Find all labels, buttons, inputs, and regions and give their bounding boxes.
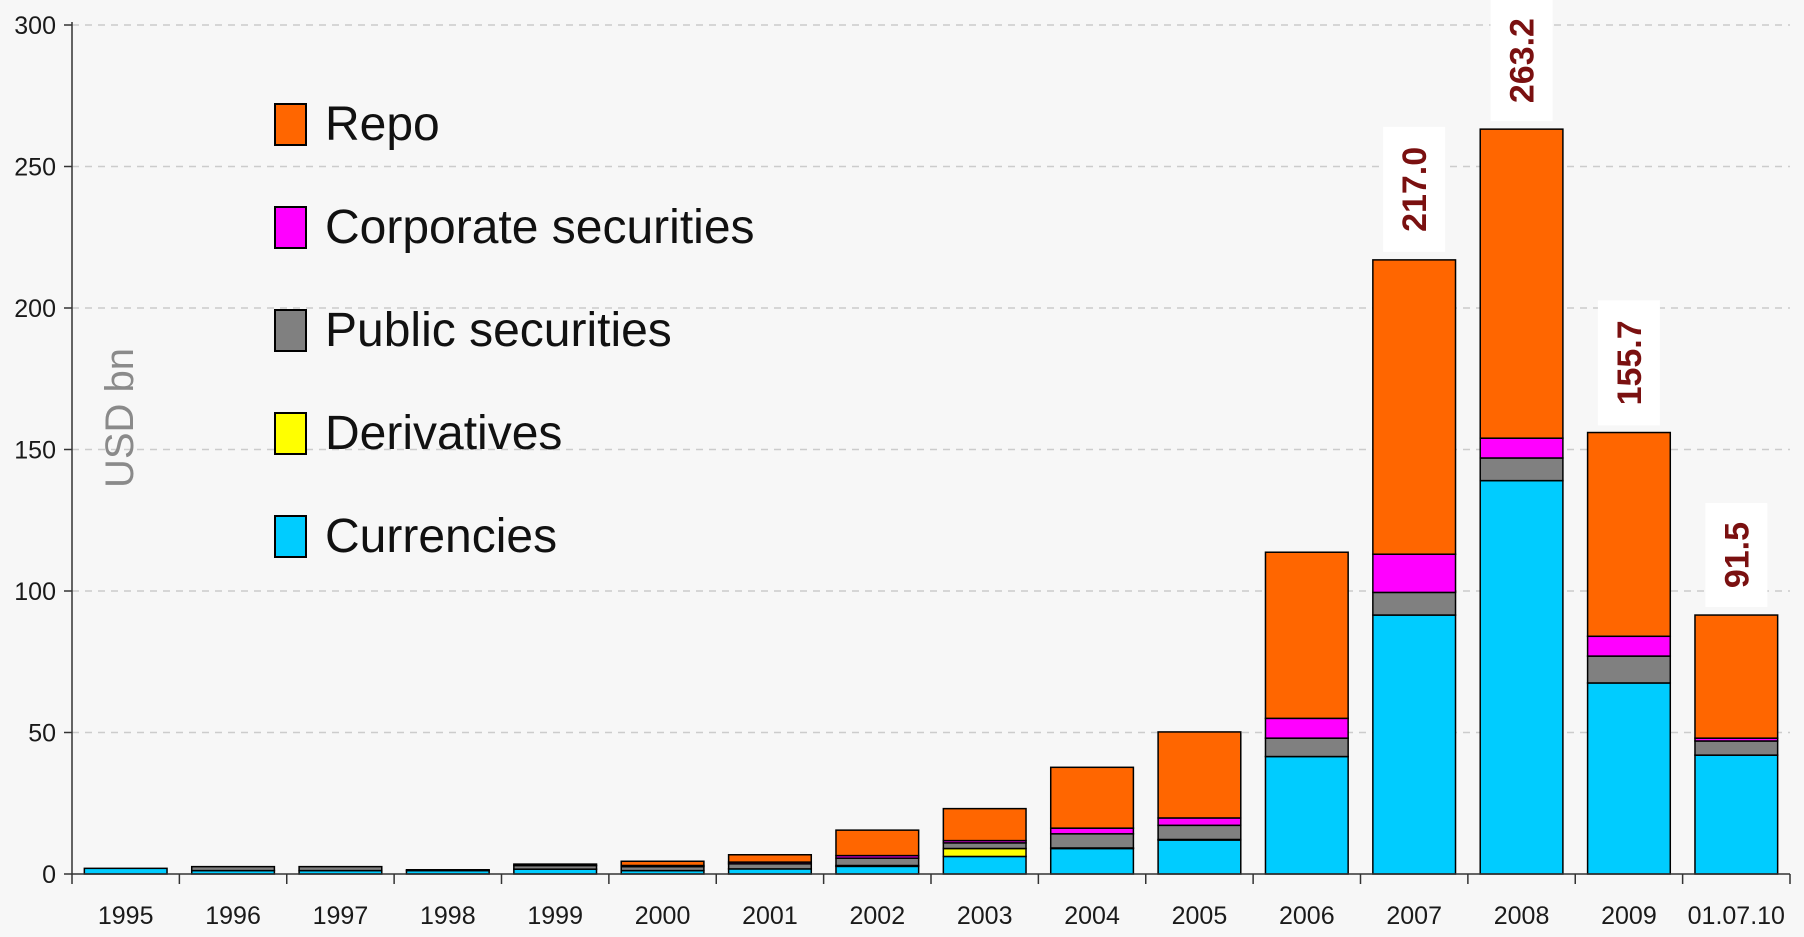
x-tick-label: 2002 — [850, 902, 906, 930]
x-tick-label: 2006 — [1279, 902, 1335, 930]
y-tick-label: 50 — [28, 720, 56, 748]
bar-segment-repo — [1049, 766, 1135, 829]
total-label: 91.5 — [1718, 522, 1756, 588]
bar-segment-corporate-securities — [1264, 717, 1349, 739]
y-tick-label: 150 — [14, 437, 56, 465]
x-tick-label: 1996 — [205, 902, 261, 930]
bar-segment-public-securities — [298, 865, 383, 872]
legend-swatch — [274, 412, 307, 455]
bar-segment-public-securities — [1479, 457, 1564, 482]
bar-segment-repo — [835, 829, 920, 857]
legend-swatch — [274, 309, 307, 352]
y-tick-label: 100 — [14, 578, 56, 606]
bar-segment-repo — [942, 807, 1027, 842]
total-label-box — [1597, 300, 1660, 426]
y-tick-label: 0 — [42, 861, 56, 889]
bar-segment-currencies — [835, 865, 920, 875]
x-tick-label: 2008 — [1494, 902, 1550, 930]
bar-segment-public-securities — [1049, 833, 1135, 849]
x-tick-label: 1999 — [527, 902, 583, 930]
x-tick-label: 2009 — [1601, 902, 1657, 930]
y-tick-label: 250 — [14, 154, 56, 182]
bar-segment-currencies — [1694, 754, 1779, 875]
bar-segment-public-securities — [942, 842, 1027, 850]
y-axis-title: USD bn — [98, 348, 142, 488]
x-tick-label: 1998 — [420, 902, 476, 930]
bar-segment-repo — [513, 863, 598, 867]
x-tick-label: 01.07.10 — [1688, 902, 1785, 930]
total-label-box — [1490, 0, 1553, 122]
bar-segment-repo — [1372, 259, 1457, 555]
legend-swatch — [274, 515, 307, 558]
legend-label: Corporate securities — [325, 201, 755, 254]
legend: Repo Corporate securities Public securitie… — [274, 98, 755, 563]
x-tick-label: 2003 — [957, 902, 1013, 930]
bar-segment-currencies — [1479, 479, 1564, 875]
y-tick-label: 300 — [14, 12, 56, 40]
x-tick-label: 2000 — [635, 902, 691, 930]
bar-segment-derivatives — [942, 847, 1027, 858]
bar-segment-public-securities — [1586, 655, 1672, 684]
x-tick-label: 1997 — [313, 902, 369, 930]
total-label-box — [1383, 126, 1446, 252]
legend-swatch — [274, 206, 307, 249]
bar-segment-currencies — [1049, 847, 1135, 875]
bar-segment-public-securities — [1694, 740, 1779, 756]
axes: 0 50 100 150 200 250 300 1995 1996 1997 1998 1999 20… — [14, 12, 1791, 930]
bar-segment-currencies — [1264, 755, 1349, 875]
bar-segment-corporate-securities — [1372, 553, 1457, 594]
bar-segment-public-securities — [1157, 824, 1242, 841]
bar-segment-repo — [1157, 731, 1242, 819]
bar-segment-repo — [1586, 431, 1672, 638]
bar-segment-public-securities — [835, 857, 920, 867]
x-tick-label: 1995 — [98, 902, 154, 930]
bar-segment-currencies — [727, 868, 813, 875]
legend-label: Derivatives — [325, 407, 562, 460]
legend-swatch — [274, 103, 307, 146]
x-tick-label: 2001 — [742, 902, 798, 930]
legend-label: Currencies — [325, 510, 557, 563]
x-tick-label: 2005 — [1172, 902, 1228, 930]
total-labels: 217.0 263.2 155.7 91.5 — [1383, 0, 1768, 608]
total-label-box — [1705, 503, 1768, 608]
bar-segment-public-securities — [1372, 591, 1457, 616]
bar-segment-public-securities — [727, 863, 813, 870]
bar-segment-repo — [727, 854, 813, 863]
total-label: 263.2 — [1504, 18, 1542, 103]
bar-segment-corporate-securities — [1586, 635, 1672, 657]
bar-segment-repo — [1264, 551, 1349, 720]
bar-segment-corporate-securities — [1479, 437, 1564, 459]
bar-segment-currencies — [1157, 839, 1242, 875]
bar-segment-public-securities — [1264, 737, 1349, 758]
bar-segment-public-securities — [190, 865, 276, 872]
legend-label: Public securities — [325, 304, 672, 357]
bar-segment-repo — [620, 860, 705, 867]
x-tick-label: 2007 — [1386, 902, 1442, 930]
bar-segment-currencies — [1586, 682, 1672, 875]
bar-segment-repo — [1694, 614, 1779, 739]
x-tick-label: 2004 — [1064, 902, 1120, 930]
legend-label: Repo — [325, 98, 440, 151]
bar-segment-corporate-securities — [1049, 827, 1135, 835]
total-label: 155.7 — [1611, 320, 1649, 405]
bars — [83, 128, 1779, 875]
bar-segment-currencies — [1372, 614, 1457, 875]
bar-segment-repo — [1479, 128, 1564, 439]
total-label: 217.0 — [1396, 147, 1434, 232]
bar-segment-public-securities — [405, 869, 490, 872]
bar-segment-currencies — [83, 867, 168, 875]
bar-segment-currencies — [942, 855, 1027, 875]
bar-segment-corporate-securities — [1157, 817, 1242, 827]
y-tick-label: 200 — [14, 295, 56, 323]
